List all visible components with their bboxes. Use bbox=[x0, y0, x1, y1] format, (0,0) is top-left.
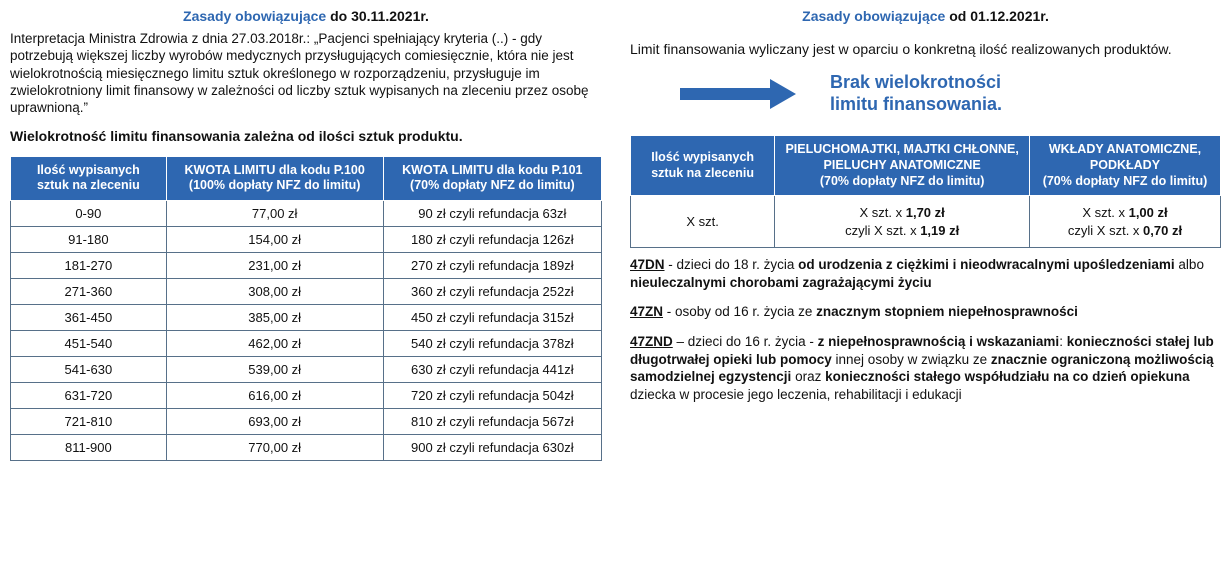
code-47dn: 47DN - dzieci do 18 r. życia od urodzeni… bbox=[630, 256, 1221, 291]
cell: 811-900 bbox=[11, 435, 167, 461]
cell: 385,00 zł bbox=[166, 305, 383, 331]
left-title-black: do 30.11.2021r. bbox=[326, 8, 429, 24]
cell: 541-630 bbox=[11, 357, 167, 383]
table-row: 721-810693,00 zł810 zł czyli refundacja … bbox=[11, 409, 602, 435]
arrow-text-line1: Brak wielokrotności bbox=[830, 72, 1001, 92]
cell: 271-360 bbox=[11, 279, 167, 305]
cell: 721-810 bbox=[11, 409, 167, 435]
arrow-text-line2: limitu finansowania. bbox=[830, 94, 1002, 114]
table-row: 91-180154,00 zł180 zł czyli refundacja 1… bbox=[11, 227, 602, 253]
left-th-0: Ilość wypisanychsztuk na zleceniu bbox=[11, 156, 167, 200]
cell: 154,00 zł bbox=[166, 227, 383, 253]
right-th-2: WKŁADY ANATOMICZNE,PODKŁADY(70% dopłaty … bbox=[1029, 136, 1220, 196]
cell: 630 zł czyli refundacja 441zł bbox=[383, 357, 601, 383]
cell: 270 zł czyli refundacja 189zł bbox=[383, 253, 601, 279]
arrow-text: Brak wielokrotności limitu finansowania. bbox=[830, 72, 1002, 115]
table-row: 631-720616,00 zł720 zł czyli refundacja … bbox=[11, 383, 602, 409]
cell: 0-90 bbox=[11, 201, 167, 227]
table-row: 811-900770,00 zł900 zł czyli refundacja … bbox=[11, 435, 602, 461]
cell: 308,00 zł bbox=[166, 279, 383, 305]
table-row: 181-270231,00 zł270 zł czyli refundacja … bbox=[11, 253, 602, 279]
right-table: Ilość wypisanychsztuk na zleceniu PIELUC… bbox=[630, 135, 1221, 248]
right-th-1: PIELUCHOMAJTKI, MAJTKI CHŁONNE,PIELUCHY … bbox=[775, 136, 1030, 196]
cell: 231,00 zł bbox=[166, 253, 383, 279]
left-column: Zasady obowiązujące do 30.11.2021r. Inte… bbox=[10, 8, 602, 461]
left-title-blue: Zasady obowiązujące bbox=[183, 8, 326, 24]
cell-group2: X szt. x 1,00 zł czyli X szt. x 0,70 zł bbox=[1029, 196, 1220, 248]
cell: 900 zł czyli refundacja 630zł bbox=[383, 435, 601, 461]
cell: 720 zł czyli refundacja 504zł bbox=[383, 383, 601, 409]
right-title-blue: Zasady obowiązujące bbox=[802, 8, 945, 24]
cell: 181-270 bbox=[11, 253, 167, 279]
cell: 180 zł czyli refundacja 126zł bbox=[383, 227, 601, 253]
cell: 539,00 zł bbox=[166, 357, 383, 383]
table-row: 0-9077,00 zł90 zł czyli refundacja 63zł bbox=[11, 201, 602, 227]
cell-group1: X szt. x 1,70 zł czyli X szt. x 1,19 zł bbox=[775, 196, 1030, 248]
two-column-layout: Zasady obowiązujące do 30.11.2021r. Inte… bbox=[10, 8, 1221, 461]
cell: 90 zł czyli refundacja 63zł bbox=[383, 201, 601, 227]
right-th-0: Ilość wypisanychsztuk na zleceniu bbox=[631, 136, 775, 196]
left-table: Ilość wypisanychsztuk na zleceniu KWOTA … bbox=[10, 156, 602, 461]
table-header-row: Ilość wypisanychsztuk na zleceniu PIELUC… bbox=[631, 136, 1221, 196]
cell: 631-720 bbox=[11, 383, 167, 409]
table-row: 361-450385,00 zł450 zł czyli refundacja … bbox=[11, 305, 602, 331]
arrow-right-icon bbox=[680, 79, 800, 109]
right-intro-paragraph: Limit finansowania wyliczany jest w opar… bbox=[630, 40, 1221, 58]
table-row: X szt. X szt. x 1,70 zł czyli X szt. x 1… bbox=[631, 196, 1221, 248]
cell: 616,00 zł bbox=[166, 383, 383, 409]
cell: 360 zł czyli refundacja 252zł bbox=[383, 279, 601, 305]
code-47zn: 47ZN - osoby od 16 r. życia ze znacznym … bbox=[630, 303, 1221, 321]
cell: 450 zł czyli refundacja 315zł bbox=[383, 305, 601, 331]
arrow-row: Brak wielokrotności limitu finansowania. bbox=[630, 72, 1221, 115]
right-column: Zasady obowiązujące od 01.12.2021r. Limi… bbox=[630, 8, 1221, 461]
left-intro-paragraph: Interpretacja Ministra Zdrowia z dnia 27… bbox=[10, 30, 602, 116]
table-row: 271-360308,00 zł360 zł czyli refundacja … bbox=[11, 279, 602, 305]
right-title-black: od 01.12.2021r. bbox=[945, 8, 1049, 24]
cell-qty: X szt. bbox=[631, 196, 775, 248]
left-th-2: KWOTA LIMITU dla kodu P.101(70% dopłaty … bbox=[383, 156, 601, 200]
code-47znd: 47ZND – dzieci do 16 r. życia - z niepeł… bbox=[630, 333, 1221, 403]
cell: 462,00 zł bbox=[166, 331, 383, 357]
left-title: Zasady obowiązujące do 30.11.2021r. bbox=[10, 8, 602, 24]
cell: 451-540 bbox=[11, 331, 167, 357]
cell: 77,00 zł bbox=[166, 201, 383, 227]
left-subheading: Wielokrotność limitu finansowania zależn… bbox=[10, 128, 602, 146]
cell: 540 zł czyli refundacja 378zł bbox=[383, 331, 601, 357]
cell: 810 zł czyli refundacja 567zł bbox=[383, 409, 601, 435]
codes-block: 47DN - dzieci do 18 r. życia od urodzeni… bbox=[630, 256, 1221, 403]
table-header-row: Ilość wypisanychsztuk na zleceniu KWOTA … bbox=[11, 156, 602, 200]
left-th-1: KWOTA LIMITU dla kodu P.100(100% dopłaty… bbox=[166, 156, 383, 200]
table-row: 451-540462,00 zł540 zł czyli refundacja … bbox=[11, 331, 602, 357]
cell: 770,00 zł bbox=[166, 435, 383, 461]
cell: 693,00 zł bbox=[166, 409, 383, 435]
table-row: 541-630539,00 zł630 zł czyli refundacja … bbox=[11, 357, 602, 383]
right-title: Zasady obowiązujące od 01.12.2021r. bbox=[630, 8, 1221, 24]
cell: 361-450 bbox=[11, 305, 167, 331]
cell: 91-180 bbox=[11, 227, 167, 253]
